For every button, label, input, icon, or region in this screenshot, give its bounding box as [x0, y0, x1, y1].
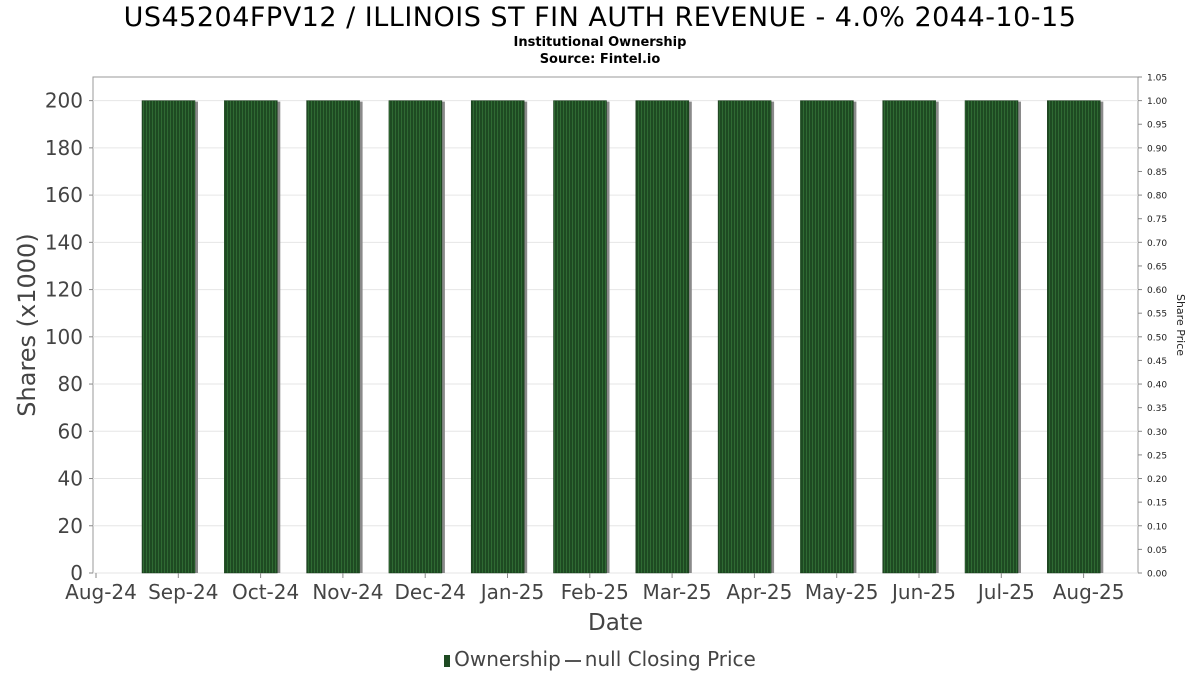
y2-tick-label: 0.25 [1147, 451, 1167, 461]
x-tick-label: Aug-25 [1053, 580, 1125, 604]
y2-tick-label: 0.40 [1147, 381, 1167, 391]
x-tick-label: Sep-24 [148, 580, 218, 604]
y-tick-label: 0 [70, 561, 83, 585]
y-tick-label: 20 [58, 514, 83, 538]
bar [800, 100, 854, 574]
y2-tick-label: 0.75 [1147, 215, 1167, 225]
ownership-chart: 0 20 40 60 80 100 120 140 160 180 200 0.00 0.05 0.10 0… [13, 74, 1187, 637]
y2-tick-label: 0.90 [1147, 144, 1167, 154]
y-tick-label: 60 [58, 419, 83, 443]
legend: Ownership null Closing Price [0, 646, 1200, 672]
legend-ownership-label: Ownership [454, 647, 561, 671]
y2-tick-label: 0.70 [1147, 239, 1167, 249]
y2-tick-label: 0.45 [1147, 357, 1167, 367]
y2-tick-label: 0.50 [1147, 333, 1167, 343]
x-tick-label: Apr-25 [726, 580, 792, 604]
x-tick-label: May-25 [805, 580, 879, 604]
x-axis-label: Date [588, 610, 643, 636]
bar-series [141, 100, 1104, 574]
y2-tick-label: 0.00 [1147, 570, 1167, 580]
y-tick-label: 80 [58, 372, 83, 396]
y-tick-label: 120 [45, 278, 83, 302]
y-axis-label: Shares (x1000) [13, 233, 41, 416]
bar [553, 100, 607, 574]
x-tick-label: Oct-24 [232, 580, 299, 604]
y2-tick-label: 0.80 [1147, 192, 1167, 202]
bar [635, 100, 690, 574]
bar [882, 100, 936, 574]
legend-price-label: null Closing Price [584, 647, 756, 671]
y2-tick-label: 1.05 [1147, 74, 1167, 84]
x-tick-label: Dec-24 [395, 580, 466, 604]
y-tick-label: 180 [45, 136, 83, 160]
chart-source: Source: Fintel.io [539, 52, 661, 67]
y-tick-label: 200 [45, 89, 83, 113]
x-tick-label: Feb-25 [561, 580, 629, 604]
bar [470, 100, 525, 574]
y2-tick-label: 0.85 [1147, 168, 1167, 178]
chart-subtitle: Institutional Ownership [513, 35, 687, 50]
y2-tick-label: 0.15 [1147, 499, 1167, 509]
x-tick-label: Nov-24 [312, 580, 383, 604]
y-tick-label: 140 [45, 230, 83, 254]
bar [388, 100, 443, 574]
y-tick-label: 100 [45, 325, 83, 349]
y2-tick-label: 0.20 [1147, 475, 1167, 485]
ownership-swatch [444, 654, 451, 667]
y2-tick-label: 0.35 [1147, 404, 1167, 414]
bar [964, 100, 1019, 574]
x-tick-label: Jun-25 [890, 580, 956, 604]
closing-price-swatch [564, 659, 581, 662]
y2-tick-label: 0.60 [1147, 286, 1167, 296]
y2-tick-label: 0.05 [1147, 546, 1167, 556]
y2-tick-label: 0.10 [1147, 522, 1167, 532]
y2-tick-label: 0.65 [1147, 262, 1167, 272]
bar [224, 100, 278, 574]
y-tick-label: 160 [45, 183, 83, 207]
chart-title: US45204FPV12 / ILLINOIS ST FIN AUTH REVE… [123, 2, 1077, 33]
x-tick-label: Aug-24 [65, 580, 137, 604]
bar [141, 100, 196, 574]
x-tick-label: Jul-25 [976, 580, 1035, 604]
y-tick-label: 40 [58, 467, 83, 491]
y2-axis-label: Share Price [1174, 294, 1187, 356]
bar [717, 100, 772, 574]
bar [306, 100, 360, 574]
y2-tick-label: 0.95 [1147, 121, 1167, 131]
y2-tick-label: 1.00 [1147, 97, 1167, 107]
x-tick-label: Jan-25 [479, 580, 545, 604]
x-tick-label: Mar-25 [643, 580, 712, 604]
axes: 0 20 40 60 80 100 120 140 160 180 200 0.00 0.05 0.10 0… [45, 74, 1168, 605]
y2-tick-label: 0.55 [1147, 310, 1167, 320]
bar [1047, 100, 1101, 574]
y2-tick-label: 0.30 [1147, 428, 1167, 438]
